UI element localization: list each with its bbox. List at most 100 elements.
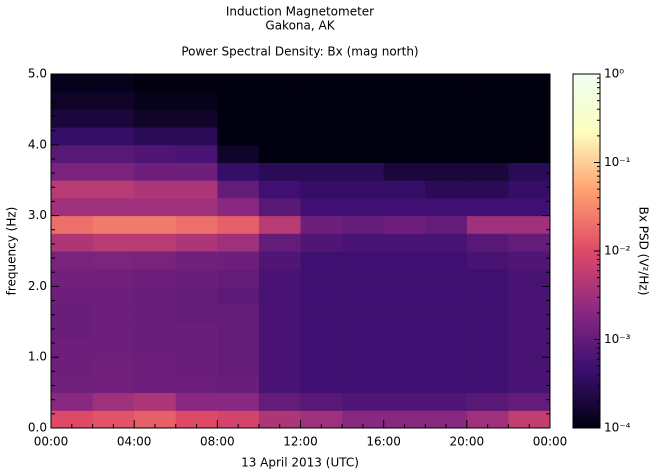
cell [175, 180, 218, 199]
cell [217, 144, 260, 163]
cell [508, 127, 551, 146]
cell [383, 144, 426, 163]
cell [425, 127, 468, 146]
cell [383, 197, 426, 217]
cell [258, 215, 301, 234]
cell [342, 374, 385, 394]
cell [92, 144, 135, 163]
cell [258, 233, 301, 252]
cell [300, 197, 343, 217]
y-tick-label: 0.0 [28, 421, 47, 435]
cell [134, 74, 177, 93]
cell [51, 74, 94, 93]
colorbar-tick-label: 10⁻³ [604, 332, 631, 346]
cell [51, 321, 94, 340]
cell [300, 215, 343, 234]
cell [175, 127, 218, 146]
cell [217, 180, 260, 199]
cell [300, 127, 343, 146]
cell [217, 392, 260, 411]
cell [508, 180, 551, 199]
cell [300, 144, 343, 163]
cell [134, 233, 177, 252]
cell [383, 321, 426, 340]
cell [134, 286, 177, 305]
cell [342, 268, 385, 287]
x-tick-label: 08:00 [200, 435, 235, 449]
cell [383, 215, 426, 234]
cell [134, 144, 177, 163]
cell [425, 392, 468, 411]
x-tick-label: 16:00 [366, 435, 401, 449]
colorbar-tick-label: 10⁻⁴ [604, 421, 631, 435]
cell [425, 109, 468, 128]
cell [508, 197, 551, 217]
cell [342, 339, 385, 358]
cell [92, 286, 135, 305]
cell [342, 392, 385, 411]
cell [383, 162, 426, 181]
cell [51, 286, 94, 305]
cell [258, 357, 301, 376]
cell [425, 251, 468, 270]
cell [217, 286, 260, 305]
cell [217, 374, 260, 394]
cell [425, 91, 468, 110]
cell [425, 197, 468, 217]
cell [258, 74, 301, 93]
cell [217, 251, 260, 270]
cell [134, 127, 177, 146]
cell [342, 144, 385, 163]
cell [175, 197, 218, 217]
cell [217, 74, 260, 93]
cell [134, 215, 177, 234]
cell [383, 74, 426, 93]
cell [466, 268, 509, 287]
cell [258, 180, 301, 199]
cell [51, 144, 94, 163]
cell [92, 215, 135, 234]
cell [508, 162, 551, 181]
cell [258, 251, 301, 270]
cell [383, 392, 426, 411]
cell [300, 321, 343, 340]
cell [300, 74, 343, 93]
cell [383, 410, 426, 429]
cell [466, 233, 509, 252]
cell [425, 180, 468, 199]
cell [134, 304, 177, 323]
cell [217, 321, 260, 340]
cell [217, 357, 260, 376]
cell [300, 339, 343, 358]
cell [134, 410, 177, 429]
chart-subtitle: Gakona, AK [265, 19, 335, 33]
cell [425, 374, 468, 394]
cell [425, 162, 468, 181]
cell [342, 127, 385, 146]
cell [175, 392, 218, 411]
cell [466, 197, 509, 217]
cell [51, 251, 94, 270]
colorbar-title: Bx PSD (V²/Hz) [637, 207, 651, 296]
cell [383, 268, 426, 287]
cell [466, 127, 509, 146]
cell [92, 410, 135, 429]
cell [300, 233, 343, 252]
cell [342, 357, 385, 376]
cell [508, 357, 551, 376]
cell [134, 268, 177, 287]
cell [51, 357, 94, 376]
cell [217, 268, 260, 287]
cell [300, 162, 343, 181]
cell [92, 268, 135, 287]
cell [134, 339, 177, 358]
cell [258, 109, 301, 128]
cell [258, 162, 301, 181]
cell [425, 268, 468, 287]
cell [342, 91, 385, 110]
cell [258, 91, 301, 110]
cell [383, 286, 426, 305]
cell [134, 180, 177, 199]
cell [425, 215, 468, 234]
cell [466, 357, 509, 376]
